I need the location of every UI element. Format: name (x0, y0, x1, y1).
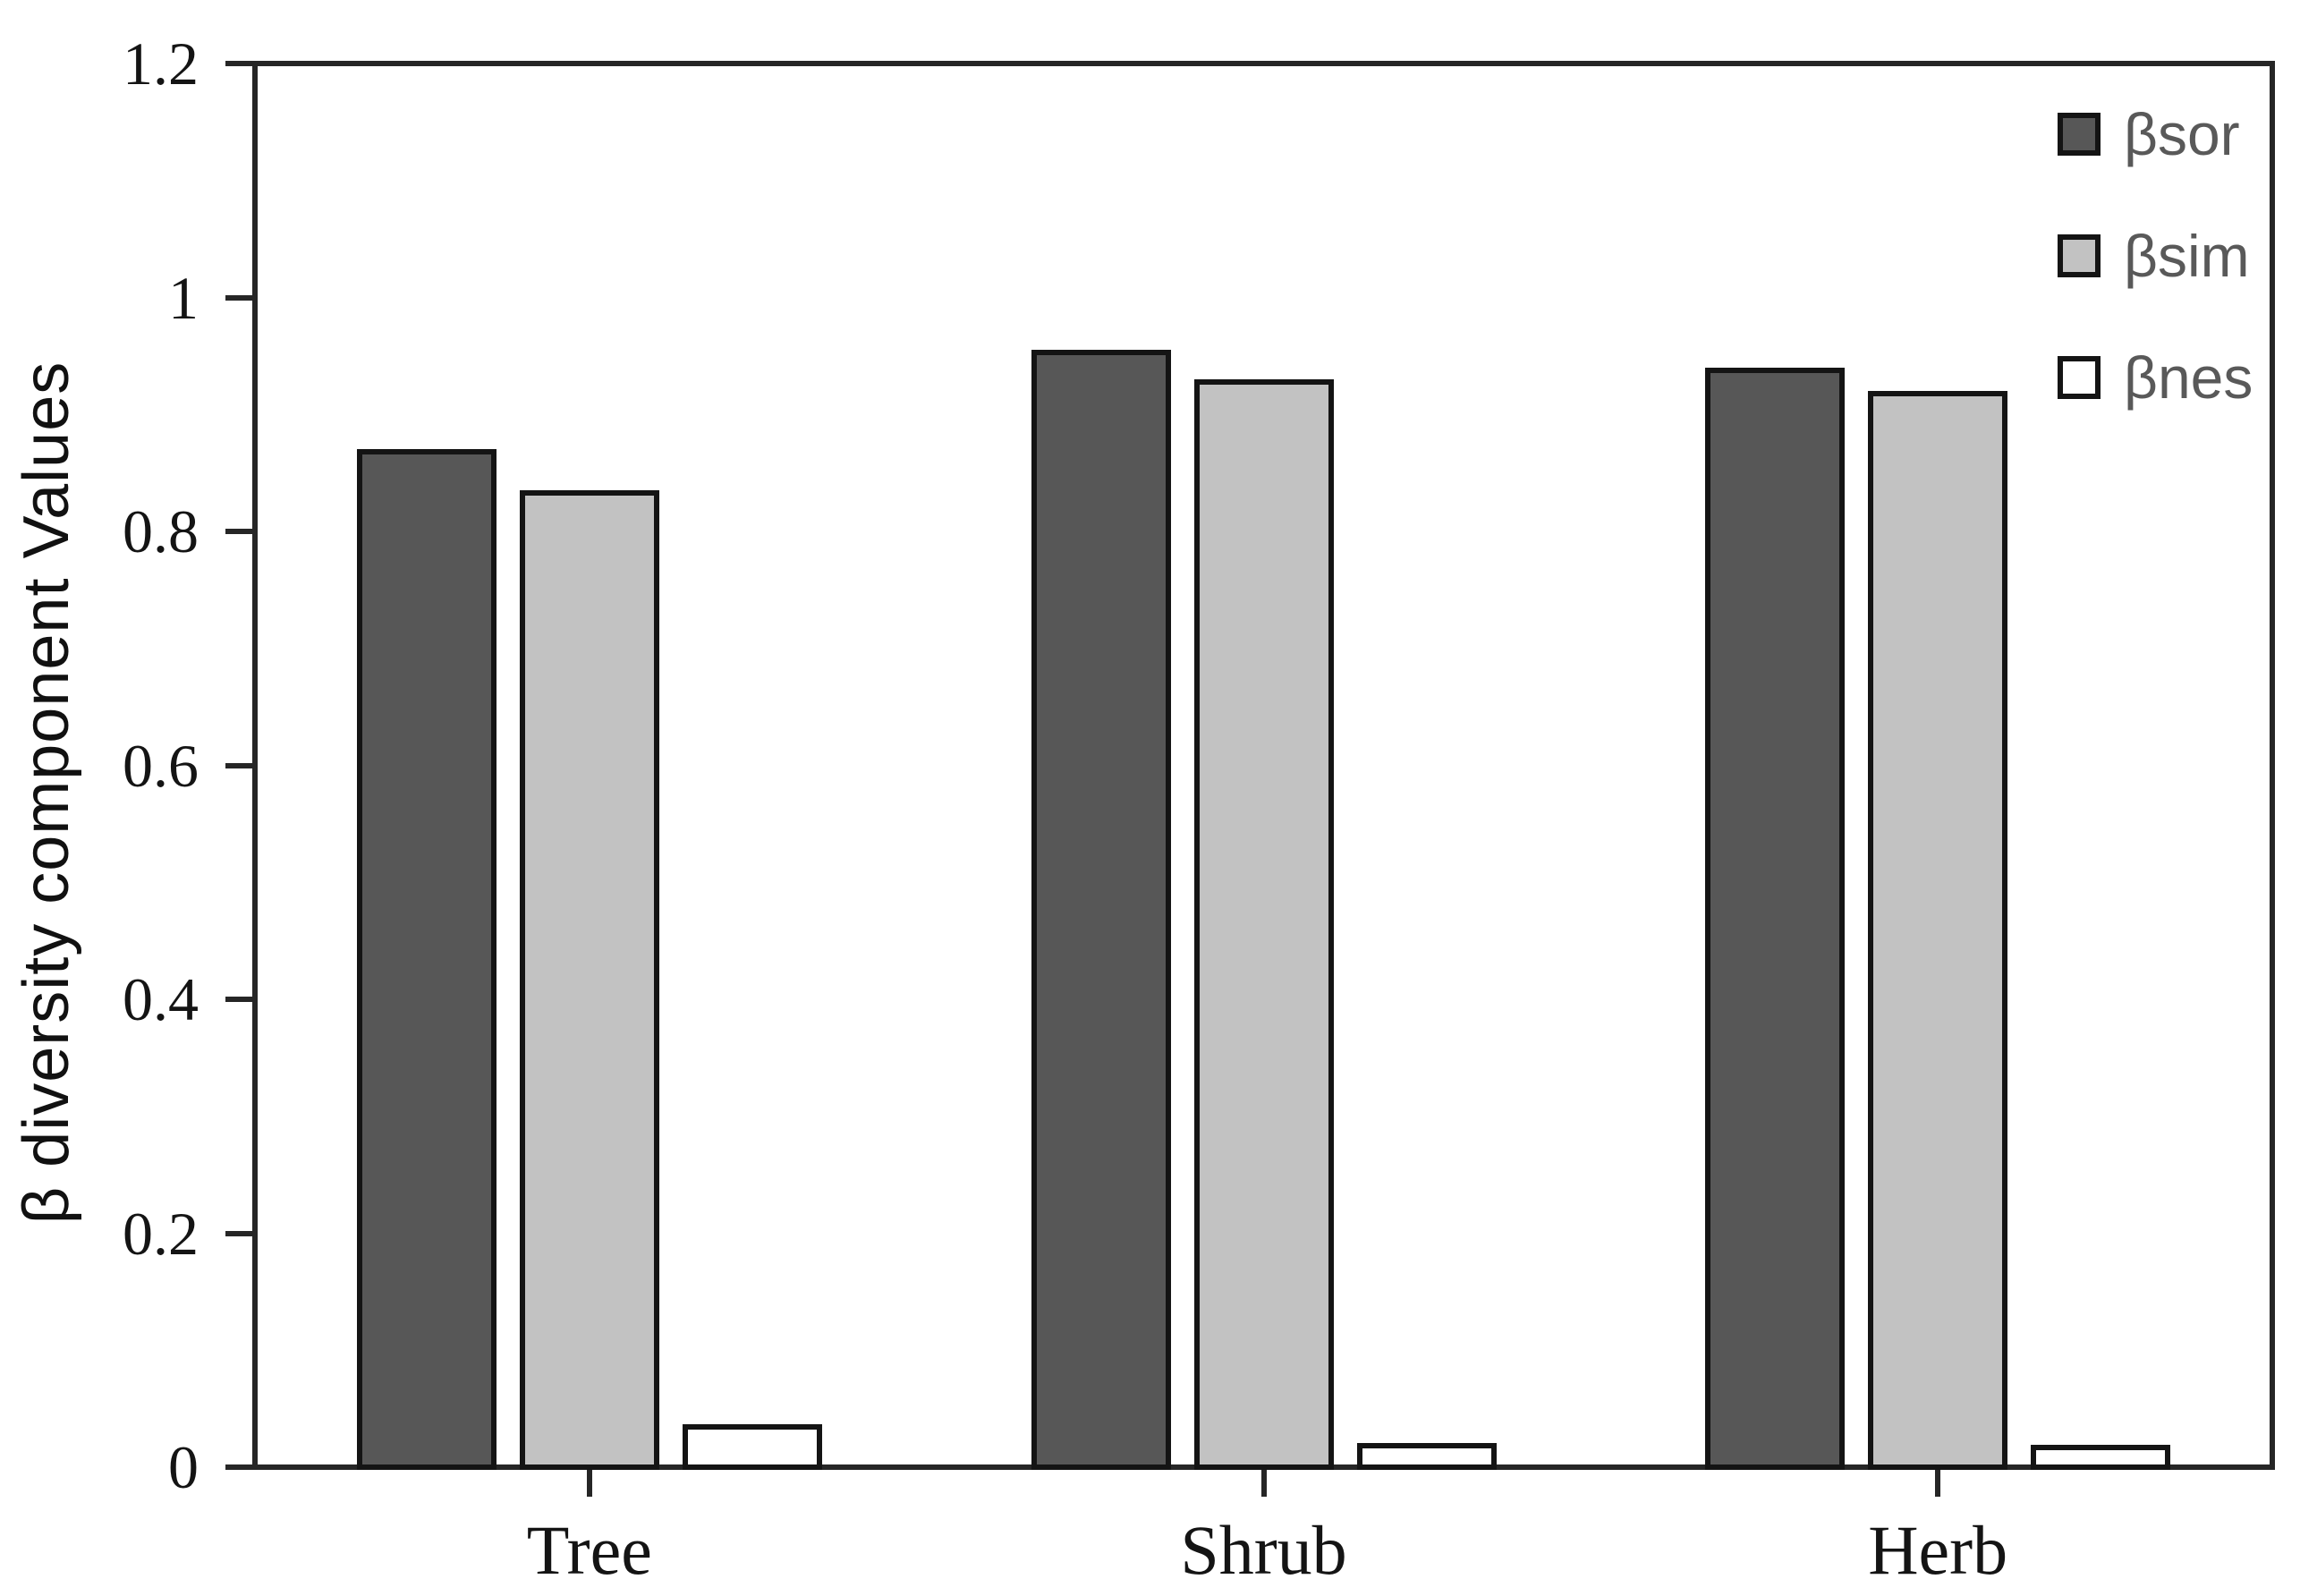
bar-bnes-tree (682, 1423, 822, 1470)
bar-bsim-herb (1868, 391, 2008, 1470)
legend-label-bnes: βnes (2124, 344, 2253, 411)
y-tick-label: 0.2 (123, 1199, 199, 1268)
legend-label-bsor: βsor (2124, 101, 2240, 167)
y-tick (225, 61, 252, 66)
y-tick (225, 1230, 252, 1236)
y-tick-label: 0 (168, 1433, 199, 1501)
x-label-herb: Herb (1868, 1511, 2008, 1589)
x-tick (1935, 1470, 1941, 1497)
bar-bsor-shrub (1031, 350, 1171, 1470)
legend-label-bsim: βsim (2124, 223, 2250, 289)
y-tick-label: 0.8 (123, 497, 199, 565)
legend-item-bnes: βnes (2058, 333, 2253, 422)
y-tick (225, 294, 252, 301)
y-tick (225, 997, 252, 1002)
bar-bsor-tree (356, 449, 496, 1470)
legend-item-bsim: βsim (2058, 211, 2250, 301)
legend-item-bsor: βsor (2058, 89, 2240, 179)
legend-swatch-bnes (2058, 356, 2101, 399)
y-tick-label: 0.6 (123, 731, 199, 800)
y-tick (225, 762, 252, 768)
y-tick (225, 529, 252, 534)
bar-bnes-herb (2031, 1445, 2171, 1470)
legend-swatch-bsim (2058, 234, 2101, 277)
x-tick (1260, 1470, 1267, 1497)
x-label-tree: Tree (526, 1511, 652, 1589)
x-tick (586, 1470, 592, 1497)
bar-bnes-shrub (1356, 1442, 1497, 1470)
y-tick-label: 1.2 (123, 30, 199, 98)
y-tick (225, 1464, 252, 1470)
y-tick-label: 0.4 (123, 965, 199, 1033)
y-tick-label: 1 (168, 263, 199, 332)
x-label-shrub: Shrub (1180, 1511, 1347, 1589)
bar-bsim-shrub (1193, 379, 1334, 1470)
legend-swatch-bsor (2058, 113, 2101, 156)
bar-bsor-herb (1705, 367, 1846, 1470)
bar-bsim-tree (519, 490, 659, 1470)
